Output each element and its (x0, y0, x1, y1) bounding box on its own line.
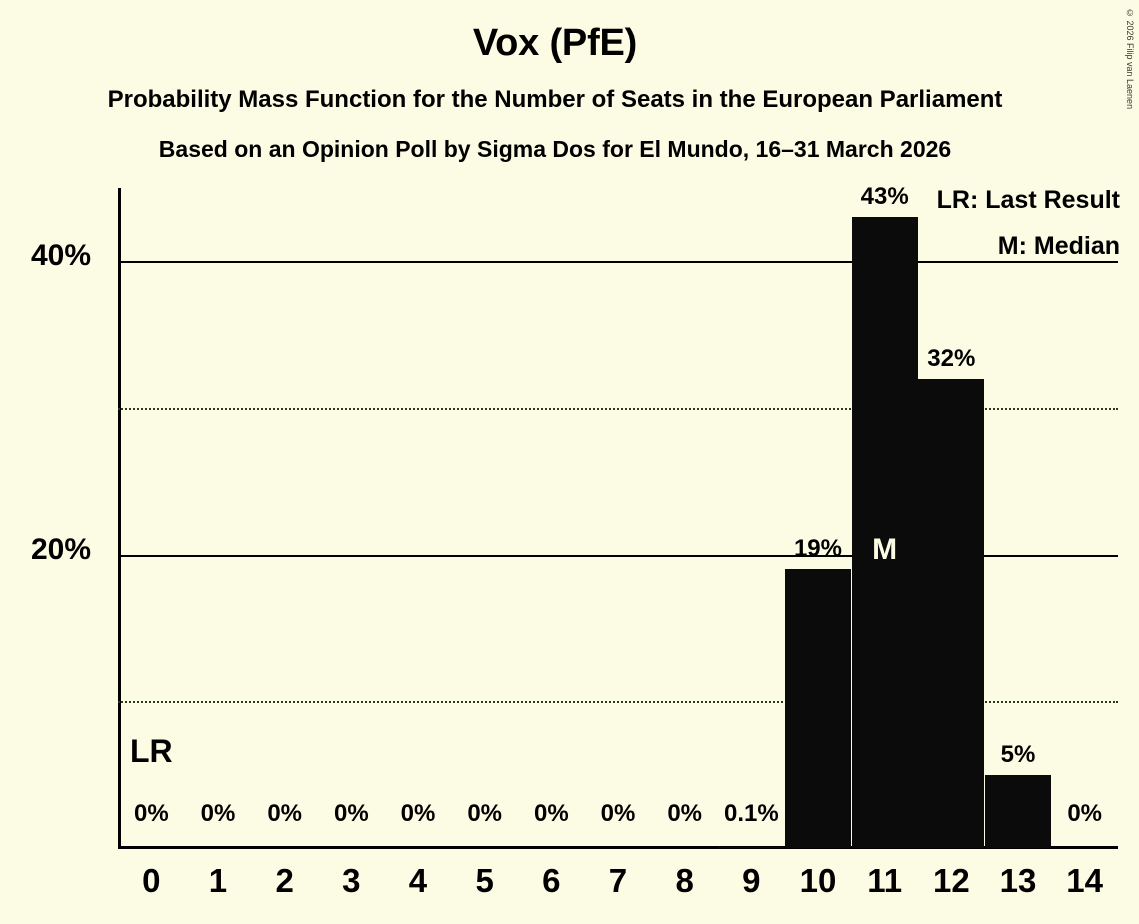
x-axis-tick-label: 10 (799, 862, 837, 899)
chart-title: Vox (PfE) (472, 22, 638, 64)
x-axis-tick-label: 0 (142, 862, 161, 899)
x-axis-tick-label: 4 (408, 862, 428, 899)
x-axis-tick-label: 13 (999, 862, 1037, 899)
bar-value-label: 0% (600, 800, 636, 827)
copyright-notice: © 2026 Filip van Laenen (1125, 8, 1135, 110)
bar (718, 846, 785, 848)
chart-subtitle-secondary: Based on an Opinion Poll by Sigma Dos fo… (158, 136, 952, 162)
gridline-dotted (118, 701, 1118, 704)
bar-value-label: 0% (1067, 800, 1102, 827)
bar (851, 217, 918, 848)
x-axis-tick-label: 6 (542, 862, 561, 899)
x-axis (118, 846, 1118, 849)
bar-value-label: 0% (133, 800, 169, 827)
y-axis-tick-label: 20% (30, 532, 91, 566)
x-axis-tick-label: 8 (675, 862, 694, 899)
chart-subtitle-primary: Probability Mass Function for the Number… (107, 86, 1003, 113)
bar-value-label: 5% (1000, 740, 1036, 768)
x-axis-tick-label: 11 (867, 862, 903, 899)
bar-value-label: 32% (927, 344, 976, 372)
bar (918, 378, 985, 848)
legend-last-result: LR: Last Result (936, 186, 1120, 214)
x-axis-tick-label: 5 (475, 862, 494, 899)
bar-value-label: 0% (267, 800, 302, 827)
x-axis-tick-label: 9 (742, 862, 761, 899)
x-axis-tick-label: 3 (342, 862, 361, 899)
bar-value-label: 0% (533, 800, 569, 827)
median-marker: M (872, 532, 898, 566)
plot-area: 20% 40% 0% 0% 0% 0% 0% 0% 0% 0% 0% 0.1% 19% 43% 32% 5% 0… (31, 183, 1118, 848)
legend-median: M: Median (997, 232, 1120, 260)
bar-value-label: 0.1% (723, 800, 779, 827)
x-axis-tick-label: 2 (275, 862, 294, 899)
gridline-dotted (118, 408, 1118, 410)
bar-value-label: 19% (793, 535, 842, 563)
bar (985, 774, 1051, 848)
bar-value-label: 43% (860, 183, 909, 211)
x-axis-tick-label: 12 (932, 862, 970, 899)
x-axis-tick-label: 7 (608, 862, 628, 899)
y-axis-tick-label: 40% (30, 239, 91, 273)
bar-value-label: 0% (400, 800, 436, 827)
gridline-solid (118, 554, 1118, 557)
x-axis-tick-label: 14 (1066, 862, 1104, 899)
bar-value-label: 0% (467, 800, 502, 827)
bar-value-label: 0% (333, 800, 369, 827)
bar-value-label: 0% (667, 800, 702, 827)
bar-value-label: 0% (200, 800, 236, 827)
gridline-solid (118, 261, 1118, 264)
x-axis-tick-label: 1 (208, 862, 228, 899)
last-result-marker: LR (130, 733, 173, 769)
y-axis (118, 188, 121, 849)
bar (785, 569, 851, 848)
